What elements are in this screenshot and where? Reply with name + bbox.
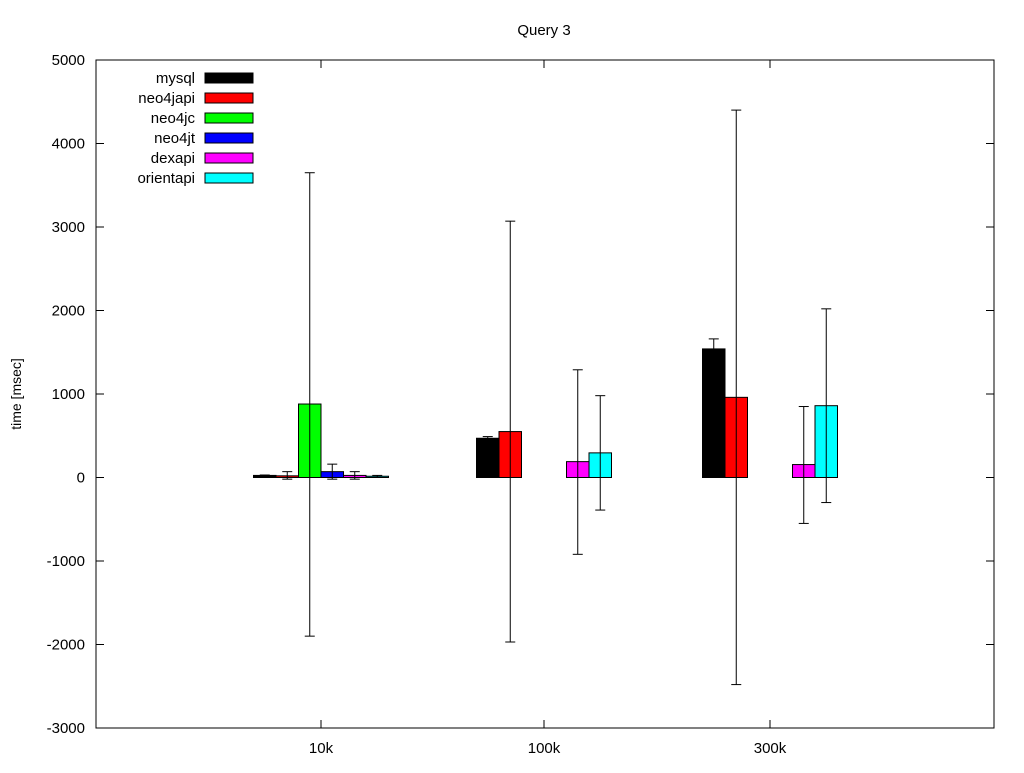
legend-swatch-neo4jc xyxy=(204,112,254,124)
y-axis: -3000 -2000 -1000 0 1000 2000 3000 4000 5000 xyxy=(47,52,994,737)
legend-label-neo4jt: neo4jt xyxy=(154,130,196,147)
y-tick-label: 5000 xyxy=(52,52,85,69)
legend-label-neo4japi: neo4japi xyxy=(138,90,195,107)
legend-label-dexapi: dexapi xyxy=(151,150,195,167)
y-tick-label: 0 xyxy=(77,470,85,487)
x-tick-label: 100k xyxy=(528,740,561,757)
legend-label-neo4jc: neo4jc xyxy=(151,110,196,127)
error-bars xyxy=(259,109,832,686)
y-tick-label: 1000 xyxy=(52,386,85,403)
y-tick-label: 2000 xyxy=(52,303,85,320)
legend-swatch-neo4japi xyxy=(204,92,254,104)
y-axis-label: time [msec] xyxy=(8,358,24,430)
bars xyxy=(253,348,838,479)
legend-label-mysql: mysql xyxy=(156,70,195,87)
x-tick-label: 10k xyxy=(309,740,334,757)
legend-swatch-dexapi xyxy=(204,152,254,164)
chart-title: Query 3 xyxy=(517,22,570,39)
y-tick-label: 4000 xyxy=(52,136,85,153)
y-tick-label: 3000 xyxy=(52,219,85,236)
y-tick-label: -2000 xyxy=(47,637,85,654)
y-tick-label: -3000 xyxy=(47,720,85,737)
legend-swatch-orientapi xyxy=(204,172,254,184)
legend-label-orientapi: orientapi xyxy=(137,170,195,187)
legend: mysql neo4japi neo4jc neo4jt dexapi orientapi xyxy=(137,70,254,187)
legend-swatch-mysql xyxy=(204,72,254,84)
legend-swatch-neo4jt xyxy=(204,132,254,144)
y-tick-label: -1000 xyxy=(47,553,85,570)
x-tick-label: 300k xyxy=(754,740,787,757)
x-axis: 10k 100k 300k xyxy=(309,60,787,757)
